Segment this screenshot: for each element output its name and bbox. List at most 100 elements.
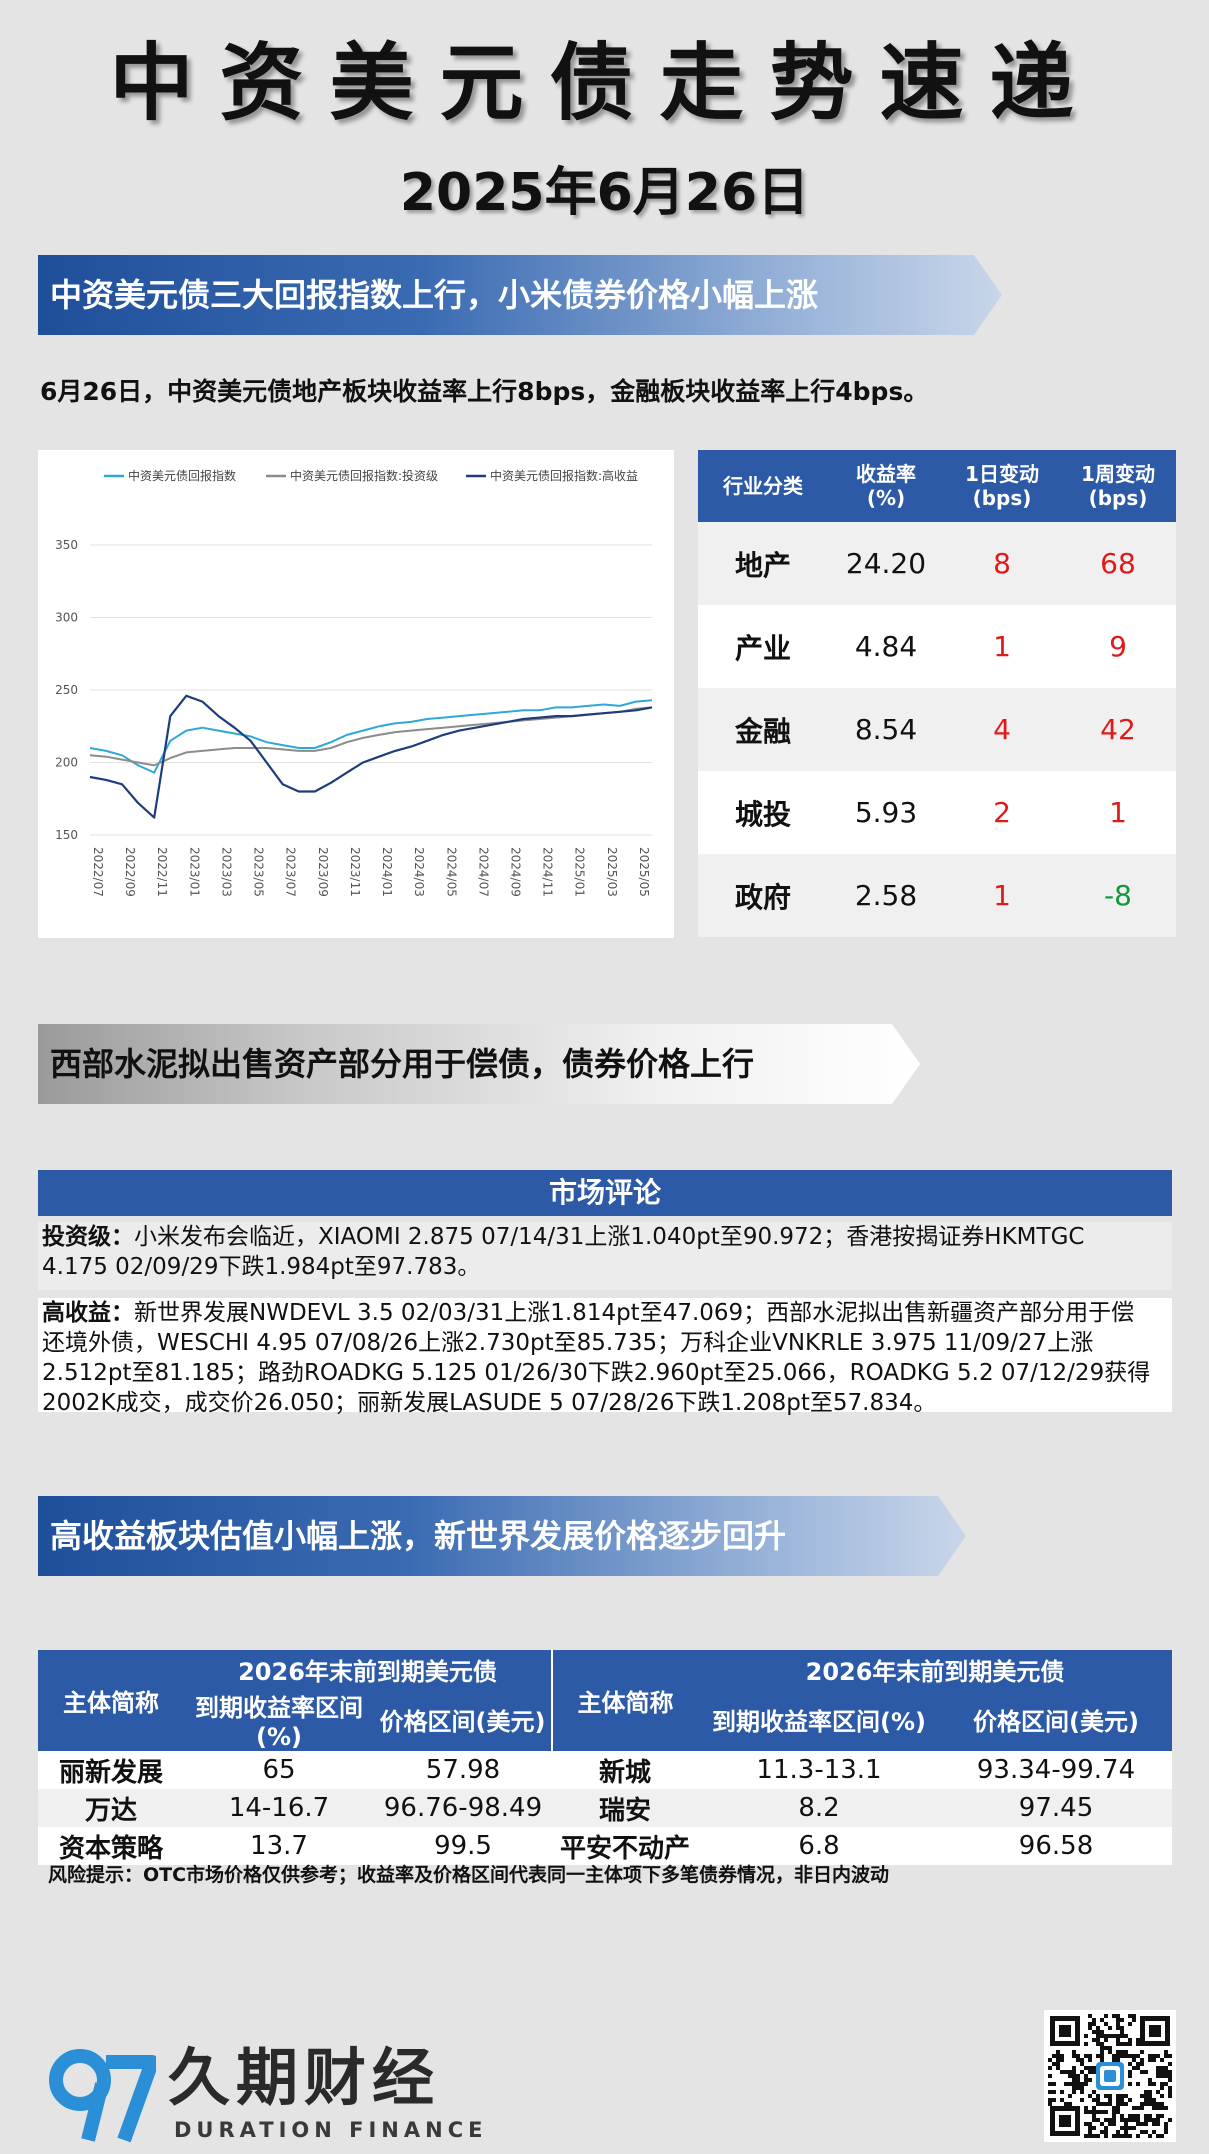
- price-range: 57.98: [374, 1751, 553, 1789]
- industry-header-2: 1日变动 (bps): [944, 450, 1060, 522]
- bond-maturity-table: 主体简称 2026年末前到期美元债 主体简称 2026年末前到期美元债 到期收益…: [38, 1650, 1173, 1865]
- sector-name: 政府: [698, 854, 828, 937]
- x-tick-label: 2024/05: [444, 847, 458, 897]
- x-tick-label: 2024/03: [412, 847, 426, 897]
- y-axis-ticks: 150 200 250 300 350: [55, 538, 78, 842]
- industry-yield-table: 行业分类 收益率 (%) 1日变动 (bps) 1周变动 (bps) 地产 24.20 8 68 产…: [698, 450, 1176, 937]
- entity-name: 丽新发展: [38, 1751, 184, 1789]
- ytm-header-right: 到期收益率区间(%): [698, 1688, 941, 1751]
- x-tick-label: 2023/07: [284, 847, 298, 897]
- table-row: 金融 8.54 4 42: [698, 688, 1176, 771]
- x-tick-label: 2023/01: [187, 847, 201, 897]
- qr-code-icon: [1044, 2010, 1176, 2142]
- yield-value: 8.54: [828, 688, 944, 771]
- x-tick-label: 2025/03: [605, 847, 619, 897]
- section-banner-high-yield: 高收益板块估值小幅上涨，新世界发展价格逐步回升: [38, 1496, 966, 1576]
- price-range: 93.34-99.74: [940, 1751, 1173, 1789]
- change-1d: 4: [944, 688, 1060, 771]
- comment-high-yield: 高收益：新世界发展NWDEVL 3.5 02/03/31上涨1.814pt至47…: [38, 1298, 1172, 1416]
- y-tick-label: 250: [55, 683, 78, 697]
- table-row: 产业 4.84 1 9: [698, 605, 1176, 688]
- hy-text: 新世界发展NWDEVL 3.5 02/03/31上涨1.814pt至47.069…: [42, 1300, 1151, 1416]
- chart-grid: [90, 544, 652, 836]
- return-index-chart: 中资美元债回报指数 中资美元债回报指数:投资级 中资美元债回报指数:高收益 150 2…: [38, 450, 674, 938]
- industry-header-0: 行业分类: [698, 450, 828, 522]
- yield-value: 2.58: [828, 854, 944, 937]
- entity-name: 万达: [38, 1789, 184, 1827]
- y-tick-label: 300: [55, 611, 78, 625]
- x-tick-label: 2022/07: [91, 847, 105, 897]
- table-row: 政府 2.58 1 -8: [698, 854, 1176, 937]
- series-line-0: [89, 699, 653, 774]
- price-range: 96.58: [940, 1827, 1173, 1865]
- table-row: 丽新发展 65 57.98 新城 11.3-13.1 93.34-99.74: [38, 1751, 1173, 1789]
- ytm-range: 14-16.7: [184, 1789, 374, 1827]
- x-axis-ticks: 2022/07 2022/09 2022/11 2023/01 2023/03 2023/…: [91, 847, 651, 897]
- yield-value: 24.20: [828, 522, 944, 605]
- legend-label: 中资美元债回报指数:高收益: [490, 468, 638, 483]
- y-tick-label: 350: [55, 538, 78, 552]
- price-range: 96.76-98.49: [374, 1789, 553, 1827]
- ytm-range: 11.3-13.1: [698, 1751, 941, 1789]
- legend-label: 中资美元债回报指数: [128, 468, 236, 483]
- duration-finance-logo-icon: [49, 2049, 156, 2143]
- x-tick-label: 2023/05: [252, 847, 266, 897]
- change-1d: 2: [944, 771, 1060, 854]
- section-banner-returns: 中资美元债三大回报指数上行，小米债券价格小幅上涨: [38, 255, 1002, 335]
- industry-header-1: 收益率 (%): [828, 450, 944, 522]
- x-tick-label: 2022/11: [155, 847, 169, 897]
- y-tick-label: 150: [55, 828, 78, 842]
- ytm-header-left: 到期收益率区间(%): [184, 1688, 374, 1751]
- price-range: 99.5: [374, 1827, 553, 1865]
- x-tick-label: 2024/09: [508, 847, 522, 897]
- x-tick-label: 2023/09: [316, 847, 330, 897]
- sector-name: 金融: [698, 688, 828, 771]
- industry-header-3: 1周变动 (bps): [1060, 450, 1176, 522]
- ytm-range: 6.8: [698, 1827, 941, 1865]
- x-tick-label: 2024/07: [476, 847, 490, 897]
- yield-value: 4.84: [828, 605, 944, 688]
- x-tick-label: 2025/05: [637, 847, 651, 897]
- section-banner-weschi: 西部水泥拟出售资产部分用于偿债，债券价格上行: [38, 1024, 920, 1104]
- series-line-2: [89, 694, 653, 819]
- sector-name: 产业: [698, 605, 828, 688]
- sector-name: 城投: [698, 771, 828, 854]
- x-tick-label: 2023/11: [348, 847, 362, 897]
- sector-name: 地产: [698, 522, 828, 605]
- x-tick-label: 2024/11: [541, 847, 555, 897]
- price-header-left: 价格区间(美元): [374, 1688, 553, 1751]
- series-line-1: [89, 706, 653, 767]
- x-tick-label: 2022/09: [123, 847, 137, 897]
- entity-header-right: 主体简称: [551, 1650, 699, 1751]
- summary-text: 6月26日，中资美元债地产板块收益率上行8bps，金融板块收益率上行4bps。: [40, 377, 929, 406]
- legend-label: 中资美元债回报指数:投资级: [290, 468, 438, 483]
- table-row: 资本策略 13.7 99.5 平安不动产 6.8 96.58: [38, 1827, 1173, 1865]
- ytm-range: 8.2: [698, 1789, 941, 1827]
- entity-header-left: 主体简称: [38, 1650, 184, 1751]
- price-range: 97.45: [940, 1789, 1173, 1827]
- change-1d: 8: [944, 522, 1060, 605]
- x-tick-label: 2025/01: [573, 847, 587, 897]
- chart-legend: 中资美元债回报指数 中资美元债回报指数:投资级 中资美元债回报指数:高收益: [104, 468, 638, 483]
- x-tick-label: 2023/03: [219, 847, 233, 897]
- entity-name: 资本策略: [38, 1827, 184, 1865]
- change-1d: 1: [944, 854, 1060, 937]
- change-1w: -8: [1060, 854, 1176, 937]
- entity-name: 瑞安: [552, 1789, 699, 1827]
- y-tick-label: 200: [55, 756, 78, 770]
- market-comment-title: 市场评论: [38, 1170, 1172, 1216]
- table-row: 城投 5.93 2 1: [698, 771, 1176, 854]
- x-tick-label: 2024/01: [380, 847, 394, 897]
- industry-table-header: 行业分类 收益率 (%) 1日变动 (bps) 1周变动 (bps): [698, 450, 1176, 522]
- ytm-range: 65: [184, 1751, 374, 1789]
- logo-chinese-name: 久期财经: [168, 2041, 441, 2114]
- comment-investment-grade: 投资级：小米发布会临近，XIAOMI 2.875 07/14/31上涨1.040…: [38, 1222, 1172, 1290]
- ig-text: 小米发布会临近，XIAOMI 2.875 07/14/31上涨1.040pt至9…: [42, 1224, 1085, 1280]
- hy-label: 高收益：: [42, 1300, 134, 1326]
- change-1d: 1: [944, 605, 1060, 688]
- change-1w: 42: [1060, 688, 1176, 771]
- entity-name: 新城: [552, 1751, 699, 1789]
- price-header-right: 价格区间(美元): [940, 1688, 1173, 1751]
- group-header-right: 2026年末前到期美元债: [698, 1650, 1173, 1688]
- change-1w: 9: [1060, 605, 1176, 688]
